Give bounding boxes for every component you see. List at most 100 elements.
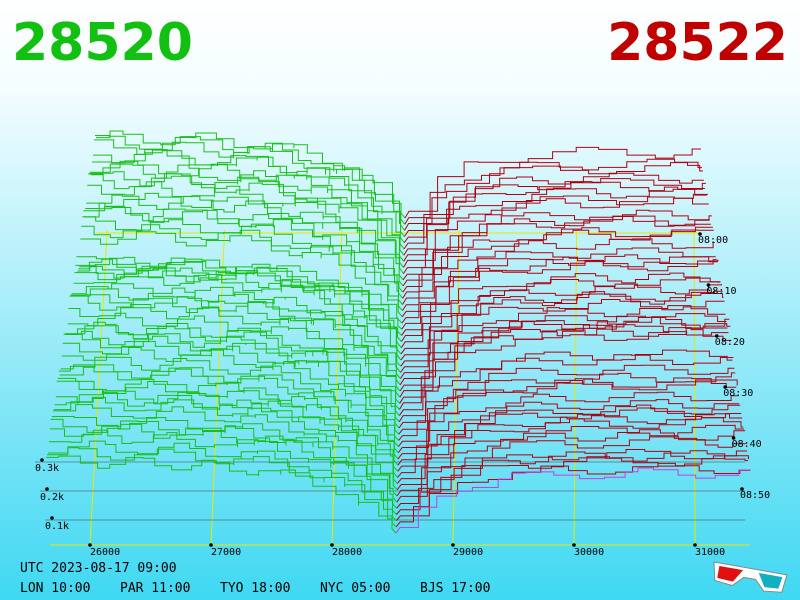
- time-tick: [706, 283, 711, 287]
- price-label: 26000: [90, 547, 120, 558]
- ask-depth-line: [403, 193, 708, 262]
- bid-depth-line: [88, 173, 404, 268]
- bid-depth-line: [60, 356, 399, 441]
- bid-depth-line: [75, 264, 402, 349]
- bid-depth-line: [58, 365, 399, 454]
- bid-depth-line: [55, 390, 399, 472]
- time-label: 08:10: [706, 286, 736, 297]
- clock: PAR 11:00: [120, 581, 190, 596]
- bid-depth-line: [89, 171, 405, 262]
- ask-depth-line: [400, 293, 724, 361]
- ask-depth-line: [402, 229, 714, 299]
- volume-tick: [45, 487, 49, 491]
- world-clocks: LON 10:00 PAR 11:00 TYO 18:00 NYC 05:00 BJS …: [20, 581, 490, 596]
- clock: NYC 05:00: [320, 581, 390, 596]
- volume-label: 0.2k: [40, 492, 64, 503]
- ask-depth-line: [396, 450, 749, 515]
- ask-depth-line: [396, 429, 746, 497]
- ask-depth-line: [402, 215, 712, 287]
- time-label: 08:40: [732, 439, 762, 450]
- bid-depth-line: [46, 455, 397, 534]
- bid-depth-line: [48, 429, 397, 515]
- bid-depth-line: [72, 283, 402, 367]
- bid-depth-line: [69, 295, 401, 386]
- bid-price: 28520: [12, 13, 193, 73]
- bid-depth-line: [76, 256, 402, 342]
- bid-depth-line: [81, 224, 403, 311]
- clock: TYO 18:00: [220, 581, 290, 596]
- ask-depth-line: [402, 209, 710, 274]
- ask-depth-line: [396, 455, 749, 521]
- ask-depth-line: [400, 305, 726, 373]
- time-tick: [715, 334, 719, 338]
- bid-depth-line: [47, 447, 397, 528]
- price-grid-line: [573, 229, 578, 546]
- bid-depth-line: [63, 333, 400, 423]
- ask-depth-line: [404, 146, 701, 219]
- floor-grid: [35, 229, 750, 547]
- bid-depth-line: [70, 294, 401, 379]
- time-tick: [723, 385, 727, 389]
- axis-labels: 26000 27000 28000 29000 30000 31000 0.3k 0.2k 0.…: [35, 232, 770, 558]
- ask-depth-line: [399, 324, 729, 392]
- ask-depth-line: [398, 354, 734, 423]
- ask-depth-line: [401, 259, 719, 330]
- ask-depth-line: [398, 379, 738, 447]
- ask-depth-line: [398, 372, 736, 435]
- ask-depth-line: [399, 313, 727, 379]
- time-label: 08:00: [698, 235, 728, 246]
- volume-label: 0.3k: [35, 463, 59, 474]
- bid-depth-line: [79, 256, 403, 324]
- bid-depth-line: [52, 404, 398, 491]
- bid-depth-line: [86, 192, 404, 281]
- bid-depth-line: [64, 330, 400, 416]
- time-tick: [731, 436, 736, 440]
- time-tick: [740, 487, 744, 491]
- bid-depth-line: [92, 149, 405, 244]
- bid-depth-line: [67, 312, 401, 398]
- price-label: 27000: [211, 547, 241, 558]
- bid-depth-line: [96, 130, 406, 219]
- bid-depth-line: [50, 418, 398, 503]
- ask-depth-line: [402, 215, 711, 281]
- bid-depth-line: [74, 267, 402, 355]
- bid-depth-line: [49, 423, 398, 509]
- ask-depth-line: [397, 407, 742, 472]
- time-label: 08:50: [740, 490, 770, 501]
- ask-depth-line: [397, 399, 740, 460]
- ask-depth-line: [395, 462, 750, 528]
- bid-depth-line: [48, 440, 397, 521]
- ask-depth-line: [401, 247, 716, 311]
- price-label: 31000: [695, 547, 725, 558]
- bid-depth-line: [71, 286, 401, 373]
- price-tick: [693, 543, 697, 547]
- bid-depth-line: [82, 216, 403, 305]
- depth-lines: [46, 130, 751, 534]
- volume-label: 0.1k: [45, 521, 69, 532]
- ask-depth-line: [399, 327, 732, 410]
- bid-depth-line: [51, 416, 398, 497]
- ask-depth-line: [398, 349, 733, 416]
- price-grid-line: [452, 229, 460, 546]
- bid-depth-line: [53, 396, 398, 484]
- ask-depth-line: [397, 413, 743, 478]
- price-grid-line: [693, 229, 696, 546]
- 3d-glasses-icon: [713, 561, 788, 593]
- ask-depth-line: [399, 317, 728, 386]
- price-label: 29000: [453, 547, 483, 558]
- bid-depth-line: [85, 194, 404, 287]
- bid-depth-line: [87, 181, 404, 274]
- ask-depth-line: [397, 404, 741, 466]
- ask-depth-line: [395, 467, 751, 534]
- bid-depth-line: [73, 270, 402, 361]
- ask-price: 28522: [607, 13, 788, 73]
- time-tick: [698, 232, 702, 236]
- price-tick: [209, 543, 213, 547]
- time-label: 08:20: [715, 337, 745, 348]
- ask-depth-line: [401, 272, 720, 336]
- ask-depth-line: [402, 238, 715, 305]
- ask-depth-line: [399, 323, 731, 404]
- ask-depth-line: [401, 256, 718, 324]
- ask-depth-line: [402, 226, 713, 293]
